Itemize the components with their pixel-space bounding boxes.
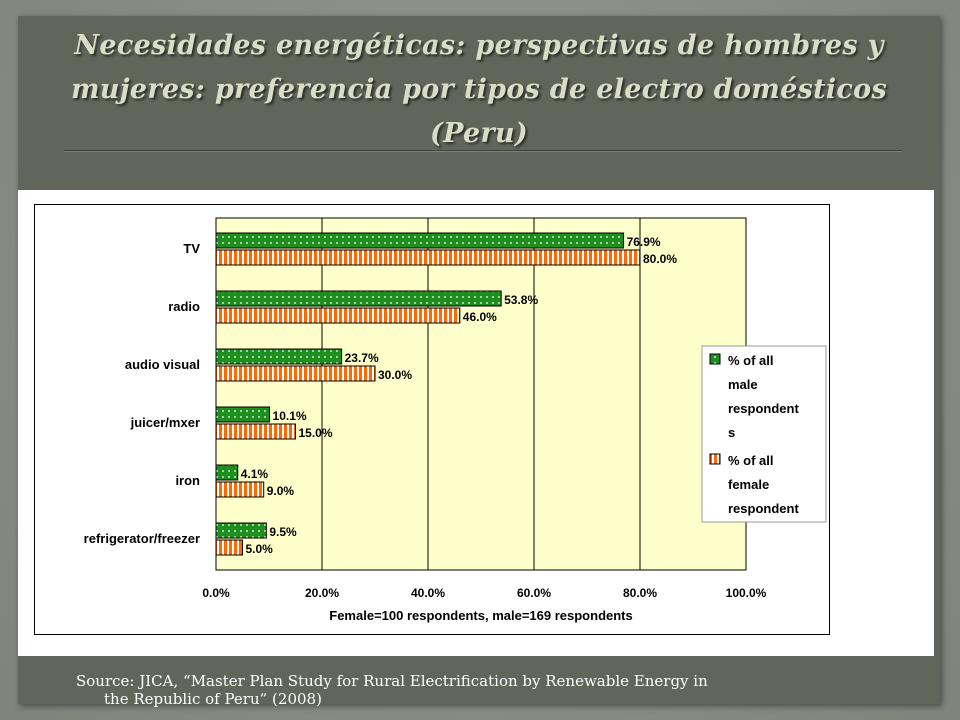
- bar-male: [215, 348, 343, 365]
- legend-text-male: male: [728, 377, 758, 392]
- x-tick-label: 60.0%: [517, 586, 551, 600]
- x-tick-label: 100.0%: [726, 586, 767, 600]
- category-label: radio: [168, 299, 200, 314]
- source-citation: Source: JICA, “Master Plan Study for Rur…: [76, 672, 896, 708]
- x-tick-label: 0.0%: [202, 586, 230, 600]
- category-label: juicer/mxer: [130, 415, 200, 430]
- source-line-2: the Republic of Peru” (2008): [104, 690, 322, 708]
- legend-text-female: % of all: [728, 453, 774, 468]
- bar-male: [215, 232, 625, 249]
- x-tick-label: 80.0%: [623, 586, 657, 600]
- bar-female: [215, 539, 243, 556]
- legend: % of all male respondent s % of all female res…: [701, 345, 827, 523]
- x-tick-labels: 0.0% 20.0% 40.0% 60.0% 80.0% 100.0%: [202, 586, 766, 600]
- bar-male: [215, 522, 267, 539]
- bars: 76.9% 80.0% 53.8% 46.0% 23.7% 30.0% 10.1% 15.0%…: [215, 232, 677, 556]
- data-label: 4.1%: [241, 467, 269, 481]
- data-label: 30.0%: [378, 368, 412, 382]
- data-label: 5.0%: [246, 542, 274, 556]
- plot-area: [215, 217, 747, 571]
- bar-male: [215, 290, 502, 307]
- legend-box: [701, 345, 827, 523]
- x-tick-label: 20.0%: [305, 586, 339, 600]
- data-label: 53.8%: [504, 293, 538, 307]
- bar-male: [215, 464, 239, 481]
- category-label: audio visual: [125, 357, 200, 372]
- data-label: 46.0%: [463, 310, 497, 324]
- data-label: 10.1%: [273, 409, 307, 423]
- bar-female: [215, 249, 641, 266]
- bar-female: [215, 481, 265, 498]
- bar-female: [215, 365, 376, 382]
- bar-male: [215, 406, 271, 423]
- legend-swatch-female: [709, 453, 721, 465]
- legend-text-male: s: [728, 425, 735, 440]
- legend-text-female: respondent: [728, 501, 799, 516]
- x-tick-label: 40.0%: [411, 586, 445, 600]
- data-label: 23.7%: [345, 351, 379, 365]
- bar-chart: 76.9% 80.0% 53.8% 46.0% 23.7% 30.0% 10.1% 15.0%…: [34, 204, 830, 635]
- legend-text-male: % of all: [728, 353, 774, 368]
- x-axis-label: Female=100 respondents, male=169 respond…: [329, 608, 632, 623]
- legend-swatch-male: [709, 353, 721, 365]
- slide-title: Necesidades energéticas: perspectivas de…: [71, 30, 887, 149]
- data-label: 9.0%: [267, 484, 295, 498]
- data-label: 15.0%: [299, 426, 333, 440]
- legend-text-female: female: [728, 477, 769, 492]
- category-label: refrigerator/freezer: [84, 531, 200, 546]
- category-label: iron: [175, 473, 200, 488]
- source-line-1: Source: JICA, “Master Plan Study for Rur…: [76, 672, 708, 690]
- title-divider: [64, 150, 902, 152]
- category-label: TV: [183, 241, 200, 256]
- legend-text-male: respondent: [728, 401, 799, 416]
- data-label: 76.9%: [627, 235, 661, 249]
- data-label: 80.0%: [643, 252, 677, 266]
- bar-female: [215, 423, 296, 440]
- bar-female: [215, 307, 461, 324]
- category-labels: TV radio audio visual juicer/mxer iron refrig…: [84, 241, 201, 546]
- data-label: 9.5%: [269, 525, 297, 539]
